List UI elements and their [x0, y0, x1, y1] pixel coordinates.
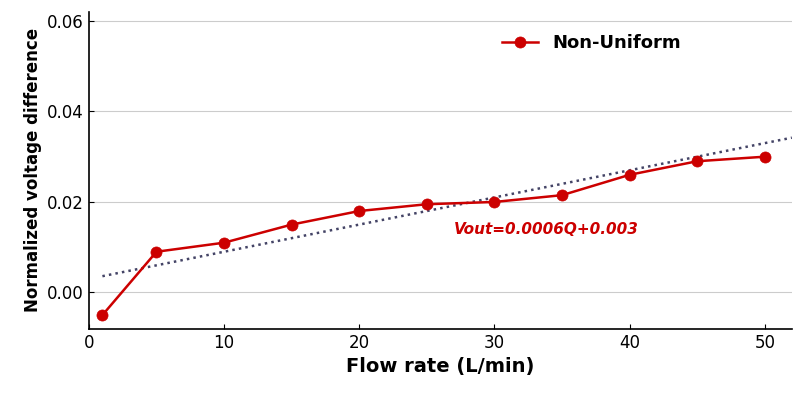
Legend: Non-Uniform: Non-Uniform [495, 27, 688, 60]
Non-Uniform [558, 193, 567, 198]
Y-axis label: Normalized voltage difference: Normalized voltage difference [23, 28, 41, 312]
X-axis label: Flow rate (L/min): Flow rate (L/min) [346, 357, 535, 376]
Non-Uniform [760, 154, 770, 159]
Non-Uniform [98, 313, 107, 318]
Non-Uniform [625, 172, 634, 177]
Non-Uniform [490, 200, 499, 204]
Non-Uniform [355, 209, 364, 213]
Non-Uniform [219, 240, 229, 245]
Non-Uniform [692, 159, 702, 164]
Non-Uniform [287, 222, 297, 227]
Non-Uniform [152, 249, 162, 254]
Non-Uniform [422, 202, 431, 207]
Line: Non-Uniform: Non-Uniform [97, 151, 770, 321]
Text: Vout=0.0006Q+0.003: Vout=0.0006Q+0.003 [454, 222, 639, 237]
